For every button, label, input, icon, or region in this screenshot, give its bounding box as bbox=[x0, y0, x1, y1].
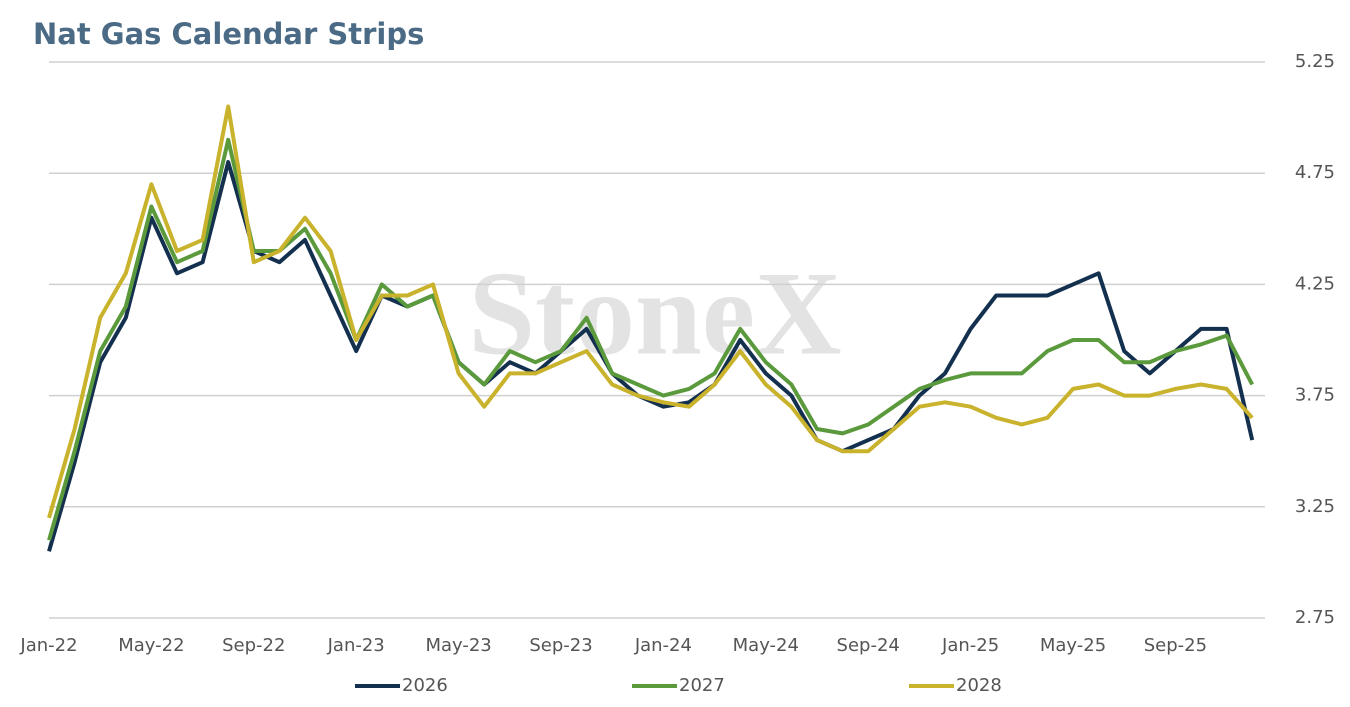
watermark: StoneX bbox=[468, 247, 841, 380]
x-tick-label: Jan-22 bbox=[19, 635, 77, 656]
y-tick-label: 5.25 bbox=[1295, 51, 1335, 72]
x-tick-label: May-23 bbox=[425, 635, 491, 656]
x-tick-label: Sep-23 bbox=[529, 635, 592, 656]
legend-label: 2027 bbox=[679, 675, 725, 696]
y-tick-label: 2.75 bbox=[1295, 607, 1335, 628]
x-tick-label: Jan-23 bbox=[327, 635, 385, 656]
y-tick-label: 4.25 bbox=[1295, 273, 1335, 294]
x-tick-label: Jan-25 bbox=[941, 635, 999, 656]
x-tick-label: May-24 bbox=[733, 635, 799, 656]
x-tick-label: Sep-25 bbox=[1144, 635, 1207, 656]
x-tick-label: Sep-22 bbox=[222, 635, 285, 656]
chart-title: Nat Gas Calendar Strips bbox=[33, 17, 424, 51]
y-tick-label: 3.25 bbox=[1295, 496, 1335, 517]
series-line bbox=[47, 104, 1254, 519]
x-tick-label: Sep-24 bbox=[837, 635, 900, 656]
y-tick-label: 3.75 bbox=[1295, 385, 1335, 406]
x-tick-label: May-25 bbox=[1040, 635, 1106, 656]
legend-label: 2026 bbox=[402, 675, 448, 696]
legend-label: 2028 bbox=[956, 675, 1002, 696]
x-tick-label: May-22 bbox=[118, 635, 184, 656]
y-tick-label: 4.75 bbox=[1295, 162, 1335, 183]
x-tick-label: Jan-24 bbox=[634, 635, 692, 656]
